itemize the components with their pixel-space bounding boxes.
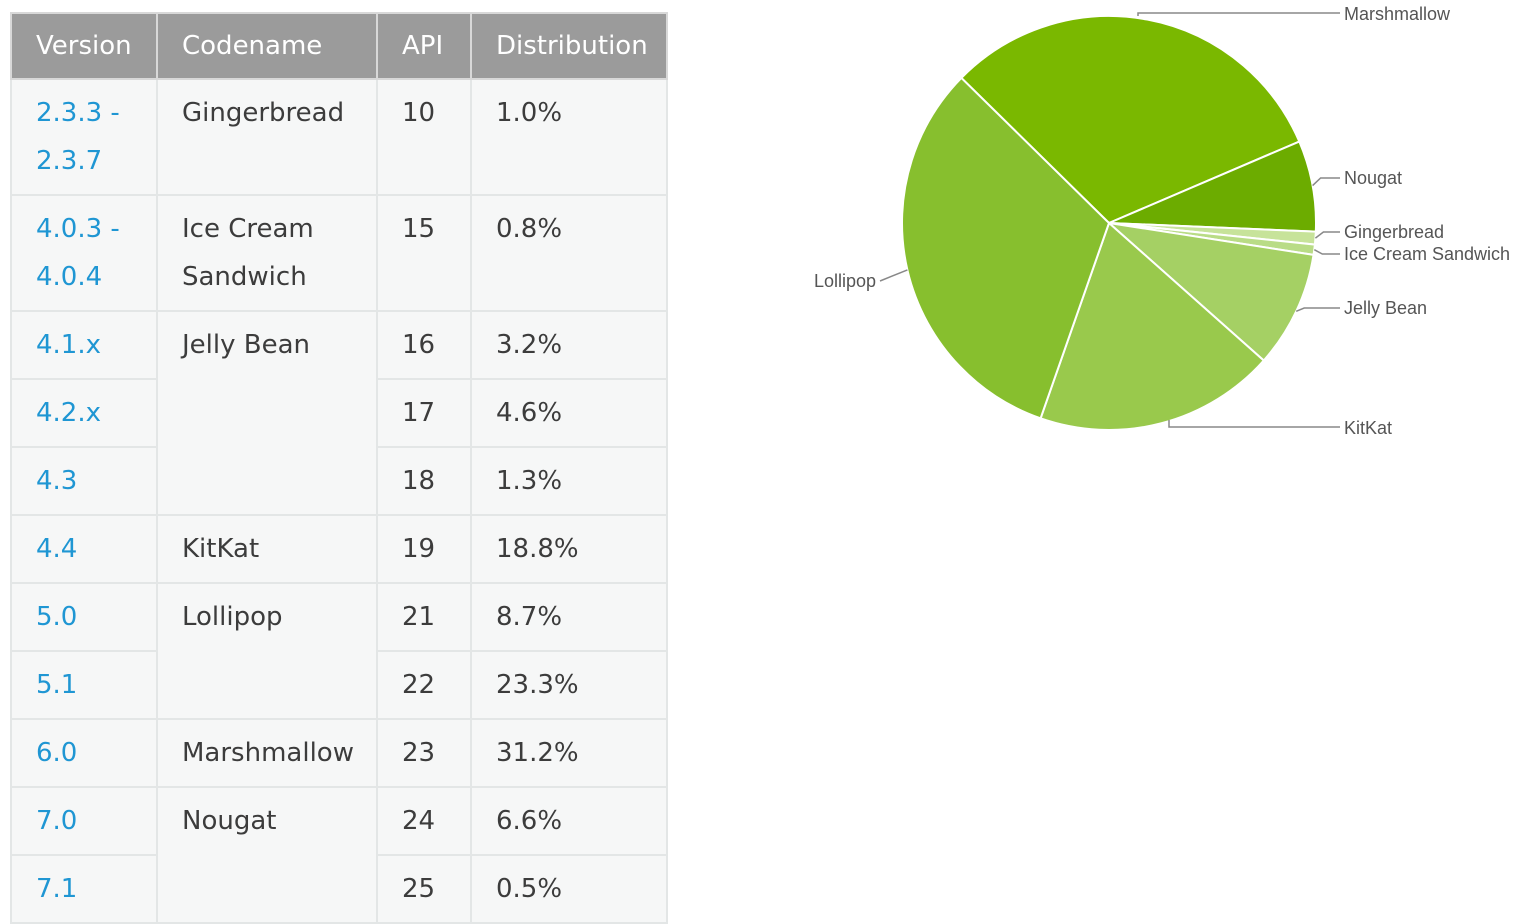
leader-line xyxy=(1313,249,1340,255)
codename-cell: Lollipop xyxy=(156,582,378,720)
api-cell: 24 xyxy=(376,786,472,856)
slice-label: Jelly Bean xyxy=(1344,298,1427,318)
table-row: 4.0.3 - 4.0.4 Ice Cream Sandwich 15 0.8% xyxy=(10,194,668,312)
version-cell[interactable]: 4.2.x xyxy=(10,378,158,448)
pie-slice-lollipop xyxy=(901,76,1111,420)
version-link[interactable]: 4.4 xyxy=(36,534,78,564)
version-link[interactable]: 4.2.x xyxy=(36,398,101,428)
table-row: 6.0 Marshmallow 23 31.2% xyxy=(10,718,668,788)
codename-cell: Nougat xyxy=(156,786,378,924)
codename-cell: Gingerbread xyxy=(156,78,378,196)
leader-line xyxy=(1312,177,1340,187)
slice-label: Lollipop xyxy=(814,271,876,291)
version-link[interactable]: 7.1 xyxy=(36,874,78,904)
distribution-cell: 31.2% xyxy=(470,718,668,788)
api-cell: 22 xyxy=(376,650,472,720)
version-cell[interactable]: 5.1 xyxy=(10,650,158,720)
api-cell: 10 xyxy=(376,78,472,196)
header-api: API xyxy=(376,12,472,80)
codename-cell: KitKat xyxy=(156,514,378,584)
distribution-cell: 8.7% xyxy=(470,582,668,652)
api-cell: 15 xyxy=(376,194,472,312)
leader-line xyxy=(1168,420,1340,428)
leader-line xyxy=(1137,12,1340,16)
table-body: 2.3.3 -2.3.7 Gingerbread 10 1.0% 4.0.3 -4.0.… xyxy=(10,78,668,924)
slice-label: Gingerbread xyxy=(1344,222,1444,242)
version-cell[interactable]: 7.0 xyxy=(10,786,158,856)
header-version: Version xyxy=(10,12,158,80)
slice-label: Marshmallow xyxy=(1344,4,1451,24)
table-row: 5.1 22 23.3% xyxy=(10,650,668,720)
distribution-cell: 1.0% xyxy=(470,78,668,196)
table-row: 4.2.x 17 4.6% xyxy=(10,378,668,448)
version-cell[interactable]: 4.4 xyxy=(10,514,158,584)
version-cell[interactable]: 4.3 xyxy=(10,446,158,516)
header-distribution: Distribution xyxy=(470,12,668,80)
version-link[interactable]: 6.0 xyxy=(36,738,78,768)
version-cell[interactable]: 2.3.3 - 2.3.7 xyxy=(10,78,158,196)
version-link[interactable]: 2.3.7 xyxy=(36,146,103,176)
api-cell: 19 xyxy=(376,514,472,584)
version-cell[interactable]: 4.0.3 - 4.0.4 xyxy=(10,194,158,312)
leader-line xyxy=(1295,307,1340,312)
version-link[interactable]: 5.0 xyxy=(36,602,78,632)
header-codename: Codename xyxy=(156,12,378,80)
table-row: 2.3.3 - 2.3.7 Gingerbread 10 1.0% xyxy=(10,78,668,196)
table-row: 7.0 Nougat 24 6.6% xyxy=(10,786,668,924)
version-link[interactable]: 7.0 xyxy=(36,806,78,836)
distribution-cell: 23.3% xyxy=(470,650,668,720)
codename-cell: Marshmallow xyxy=(156,718,378,788)
slice-label: Ice Cream Sandwich xyxy=(1344,244,1510,264)
pie-slice-marshmallow xyxy=(959,15,1301,225)
version-link[interactable]: 4.0.3 - xyxy=(36,214,120,244)
table-row: 5.0 Lollipop 21 8.7% xyxy=(10,582,668,720)
distribution-cell: 4.6% xyxy=(470,378,668,448)
version-link[interactable]: 4.1.x xyxy=(36,330,101,360)
slice-label: KitKat xyxy=(1344,418,1392,438)
version-cell[interactable]: 4.1.x xyxy=(10,310,158,380)
api-cell: 16 xyxy=(376,310,472,380)
leader-line xyxy=(1314,231,1340,239)
version-link[interactable]: 5.1 xyxy=(36,670,78,700)
pie-slice-kitkat xyxy=(1039,221,1266,432)
api-cell: 25 xyxy=(376,854,472,924)
leader-line xyxy=(879,269,908,282)
slice-label: Nougat xyxy=(1344,168,1402,188)
distribution-cell: 3.2% xyxy=(470,310,668,380)
distribution-cell: 18.8% xyxy=(470,514,668,584)
version-link[interactable]: 4.0.4 xyxy=(36,262,103,292)
table-row: 4.1.x Jelly Bean 16 3.2% xyxy=(10,310,668,516)
api-cell: 18 xyxy=(376,446,472,516)
table-row: 4.4 KitKat 19 18.8% xyxy=(10,514,668,584)
version-link[interactable]: 4.3 xyxy=(36,466,78,496)
version-cell[interactable]: 6.0 xyxy=(10,718,158,788)
distribution-cell: 0.8% xyxy=(470,194,668,312)
table-header-row: Version Codename API Distribution xyxy=(10,12,668,80)
version-cell[interactable]: 5.0 xyxy=(10,582,158,652)
api-cell: 17 xyxy=(376,378,472,448)
distribution-cell: 1.3% xyxy=(470,446,668,516)
version-link[interactable]: 2.3.3 - xyxy=(36,98,120,128)
api-cell: 21 xyxy=(376,582,472,652)
distribution-table: Version Codename API Distribution 2.3.3 … xyxy=(10,12,668,924)
codename-cell: Jelly Bean xyxy=(156,310,378,516)
distribution-cell: 6.6% xyxy=(470,786,668,856)
version-cell[interactable]: 7.1 xyxy=(10,854,158,924)
api-cell: 23 xyxy=(376,718,472,788)
table-row: 7.1 25 0.5% xyxy=(10,854,668,924)
codename-cell: Ice Cream Sandwich xyxy=(156,194,378,312)
table-row: 4.3 18 1.3% xyxy=(10,446,668,516)
